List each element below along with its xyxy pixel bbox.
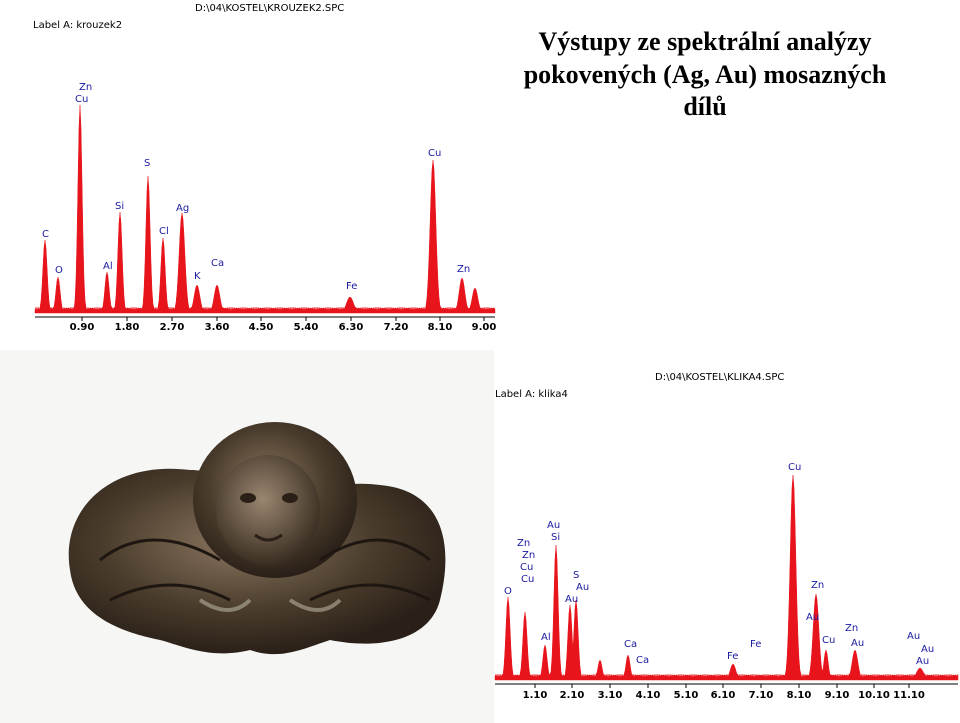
axis-label: 11.10 — [893, 690, 925, 701]
axis-label: 0.90 — [70, 322, 95, 333]
title-line: pokovených (Ag, Au) mosazných — [524, 60, 887, 89]
peak-label: Ca — [636, 655, 649, 666]
axis-label: 6.30 — [339, 322, 364, 333]
peak-label: Cu — [822, 635, 835, 646]
axis-label: 3.60 — [205, 322, 230, 333]
peak-label: Zn — [457, 264, 470, 275]
axis-label: 7.20 — [384, 322, 409, 333]
peak-label: Si — [115, 201, 124, 212]
axis-label: 9.00 — [472, 322, 497, 333]
axis-label: 7.10 — [749, 690, 774, 701]
peak-label: Cu — [788, 462, 801, 473]
axis-label: 8.10 — [428, 322, 453, 333]
axis-label: 1.80 — [115, 322, 140, 333]
peak-label: Cu — [520, 562, 533, 573]
peak-label: Au — [916, 656, 929, 667]
peak-label: C — [42, 229, 49, 240]
peak-label: Au — [806, 612, 819, 623]
peak-label: Cu — [428, 148, 441, 159]
peak-label: K — [194, 271, 201, 282]
peak-label: Al — [541, 632, 551, 643]
file-name: D:\04\KOSTEL\KROUZEK2.SPC — [195, 3, 344, 14]
peak-label: S — [573, 570, 579, 581]
axis-label: 2.70 — [160, 322, 185, 333]
peak-label: S — [144, 158, 150, 169]
peak-label: Zn — [79, 82, 92, 93]
peak-label: Si — [551, 532, 560, 543]
file-name: D:\04\KOSTEL\KLIKA4.SPC — [655, 372, 784, 383]
peak-label: Au — [907, 631, 920, 642]
axis-label: 1.10 — [523, 690, 548, 701]
peak-label: Ca — [624, 639, 637, 650]
axis-label: 4.50 — [249, 322, 274, 333]
axis-label: 10.10 — [858, 690, 890, 701]
peak-label: Cu — [521, 574, 534, 585]
peak-label: Cu — [75, 94, 88, 105]
peak-label: Au — [576, 582, 589, 593]
peak-label: Zn — [517, 538, 530, 549]
peak-label: Zn — [811, 580, 824, 591]
title-line: Výstupy ze spektrální analýzy — [539, 27, 872, 56]
axis-label: 5.40 — [294, 322, 319, 333]
peak-label: Ag — [176, 203, 189, 214]
peak-label: Au — [565, 594, 578, 605]
peak-label: Ca — [211, 258, 224, 269]
peak-label: Fe — [750, 639, 761, 650]
spectrum — [494, 474, 959, 681]
axis-label: 2.10 — [560, 690, 585, 701]
peak-label: Zn — [845, 623, 858, 634]
spectrum-label: Label A: krouzek2 — [33, 20, 122, 31]
peak-label: Au — [547, 520, 560, 531]
peak-label: Zn — [522, 550, 535, 561]
peak-label: O — [504, 586, 512, 597]
axis-label: 6.10 — [711, 690, 736, 701]
peak-label: Fe — [727, 651, 738, 662]
peak-label: Al — [103, 261, 113, 272]
peak-label: Cl — [159, 226, 169, 237]
axis-label: 4.10 — [636, 690, 661, 701]
spectrum — [34, 104, 496, 314]
title-line: dílů — [683, 92, 726, 121]
axis-label: 9.10 — [825, 690, 850, 701]
photo — [0, 350, 494, 723]
peak-label: Fe — [346, 281, 357, 292]
peak-label: O — [55, 265, 63, 276]
axis-label: 5.10 — [674, 690, 699, 701]
axis-label: 8.10 — [787, 690, 812, 701]
peak-label: Au — [921, 644, 934, 655]
axis-label: 3.10 — [598, 690, 623, 701]
spectrum-label: Label A: klika4 — [495, 389, 568, 400]
peak-label: Au — [851, 638, 864, 649]
